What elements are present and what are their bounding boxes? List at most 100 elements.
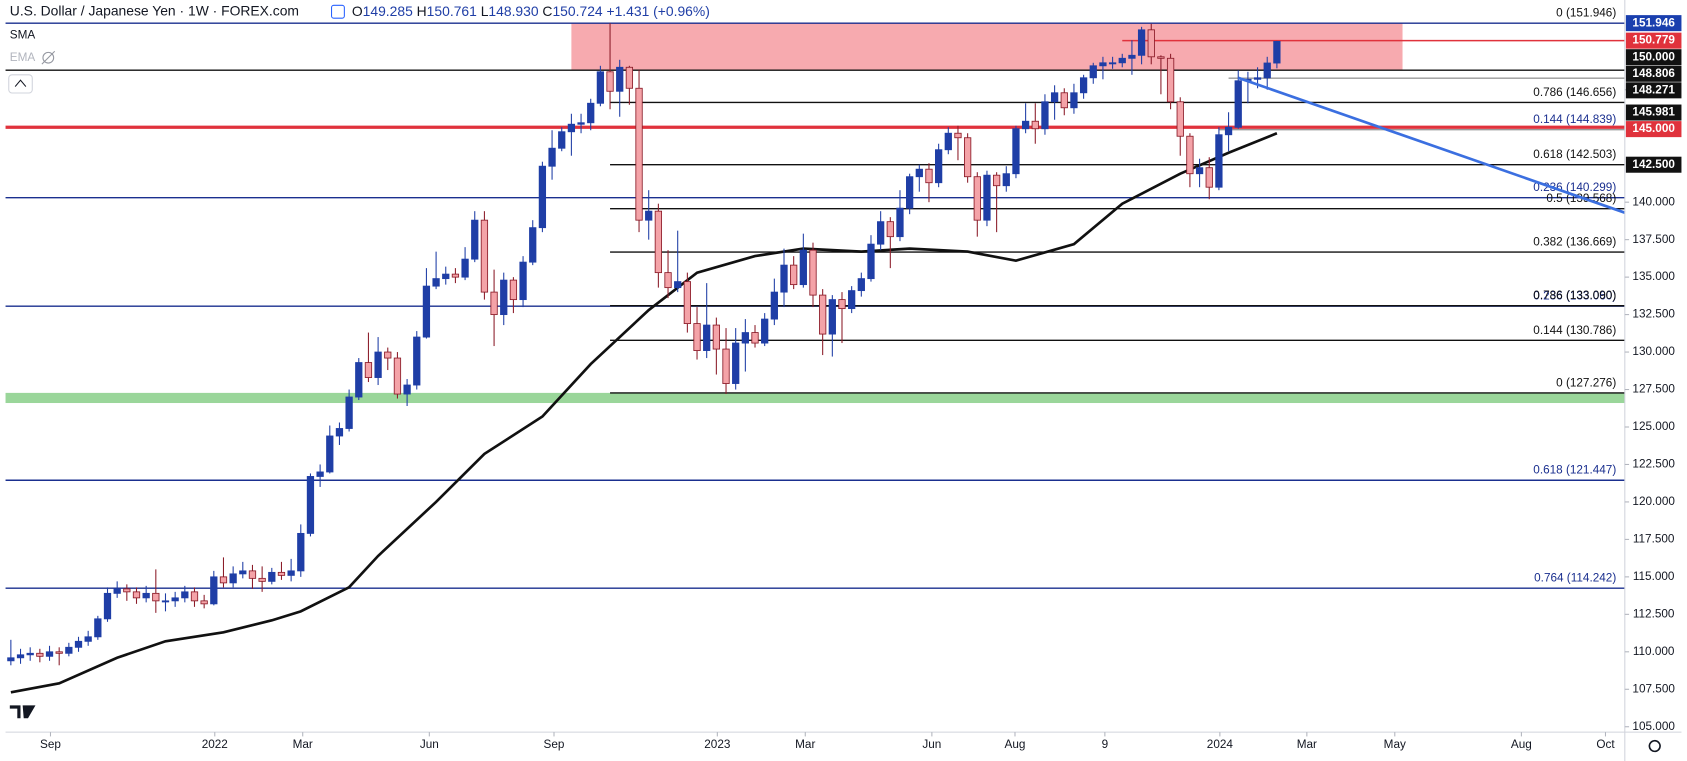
candle-body [393,357,402,395]
candle-body [45,651,54,657]
x-tick-label: 2022 [202,738,228,751]
x-tick-label: Mar [293,738,313,751]
plot-area: 0 (151.946) 0.786 (146.656) 0.144 (144.839… [5,7,1626,694]
ohlc-key: C [542,2,552,18]
candle-body [277,571,286,576]
y-tick-label: 105.000 [1632,720,1675,733]
candle-body [693,323,701,351]
candle-body [16,654,25,659]
indicator-sma[interactable]: SMA [10,28,36,41]
candle-body [471,219,479,260]
candle-body [674,281,682,289]
candle-body [867,243,875,280]
price-label-box [1625,15,1682,32]
candle-body [413,336,421,386]
candle-body [567,123,576,133]
candle-body [84,636,92,642]
price-label: 150.779 [1632,34,1675,47]
price-axis: 147.500140.000137.500135.000132.500130.0… [1624,15,1682,733]
candle-body [1263,62,1271,79]
candle-body [577,122,585,125]
level-label: 0.236 (133.060) [1533,290,1616,303]
price-label: 148.806 [1632,67,1675,80]
header: U.S. Dollar / Japanese Yen · 1W · FOREX.… [8,2,1661,753]
candle-body [490,291,498,316]
candle-body [210,576,218,605]
x-tick-label: 9 [1102,738,1109,751]
trend-line [1237,76,1626,214]
candle-body [1215,134,1223,188]
y-tick-label: 130.000 [1632,345,1675,358]
y-tick-label: 120.000 [1632,495,1675,508]
y-tick-label: 140.000 [1632,195,1675,208]
candle-body [103,592,112,620]
candle-body [1021,120,1030,130]
candle-body [1070,92,1078,109]
candle-body [954,132,962,139]
level-label: 0.382 (136.669) [1533,236,1616,249]
candle-body [1118,57,1126,64]
candle-body [1079,77,1088,94]
x-tick-label: May [1384,738,1406,751]
candle-body [529,227,537,263]
x-tick-label: Sep [544,738,565,751]
ohlc-key: H [417,2,427,18]
price-label: 150.000 [1632,50,1675,63]
candle-body [548,147,556,167]
candle-body [1050,92,1059,103]
candle-body [442,273,450,280]
price-label: 148.271 [1632,83,1675,96]
y-tick-label: 107.500 [1632,682,1675,695]
candle-body [906,176,914,209]
candle-body [113,588,121,594]
candle-body [335,428,344,437]
y-tick-label: 110.000 [1633,645,1675,658]
candle-body [297,532,305,572]
candle-body [248,570,257,579]
candle-body [306,476,315,534]
candle-body [1128,54,1136,59]
flag-icon[interactable] [331,4,345,19]
x-tick-label: 2023 [704,738,731,751]
candle-body [799,249,807,286]
candle-body [355,362,363,398]
candle-body [422,285,431,338]
candle-body [538,165,547,229]
candle-body [181,591,189,599]
zone [5,392,1625,404]
x-tick-label: Oct [1596,738,1615,751]
visibility-icon[interactable] [42,51,55,64]
candle-body [886,221,894,238]
candle-body [848,290,856,310]
ohlc-value: 150.761 [427,2,477,18]
collapse-button[interactable] [8,74,33,94]
price-label-box [1625,49,1682,66]
candle-body [1012,128,1020,175]
candle-body [712,324,720,350]
candle-body [973,176,981,221]
candle-body [732,342,740,384]
price-label-box [1625,32,1682,49]
candle-body [1186,135,1194,175]
ohlc-value: 149.285 [363,2,413,18]
collapse-icon [14,79,27,87]
indicator-ema[interactable]: EMA [10,51,36,64]
candle-body [142,592,150,599]
candle-body [229,573,237,584]
candle-body [819,294,827,335]
candle-body [374,351,382,378]
settings-icon[interactable] [1648,739,1661,753]
ohlc-key: O [352,2,363,18]
candle-body [944,132,952,151]
candle-body [403,384,411,395]
candle-body [1234,80,1242,128]
level-label: 0.236 (140.299) [1533,181,1616,194]
candle-body [809,249,817,296]
y-tick-label: 137.500 [1632,233,1675,246]
candle-body [161,600,170,603]
candle-body [258,577,266,582]
candle-body [316,471,324,477]
candle-body [65,646,73,654]
zone [571,23,1403,71]
